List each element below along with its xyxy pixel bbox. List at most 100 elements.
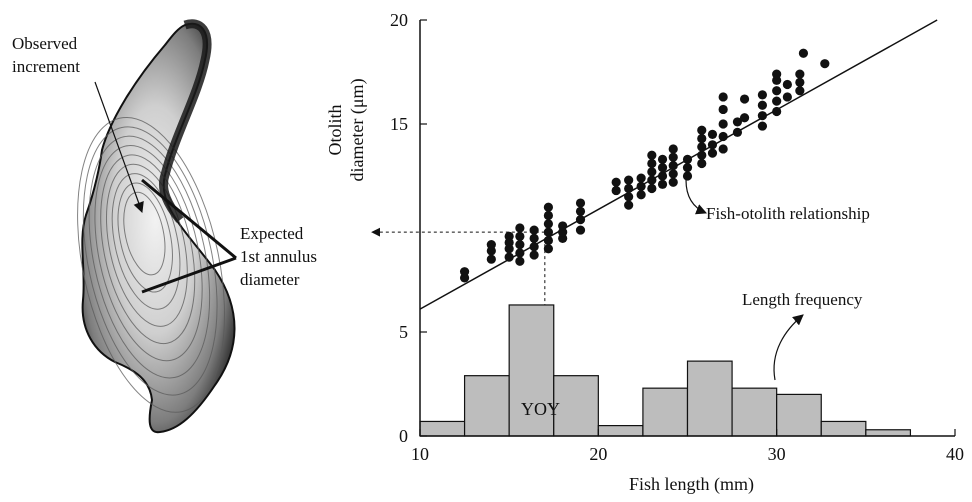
scatter-point xyxy=(657,163,668,173)
scatter-point xyxy=(647,167,657,177)
scatter-point xyxy=(798,48,809,58)
scatter-point xyxy=(647,183,657,194)
length-frequency-histogram xyxy=(419,304,912,437)
scatter-point xyxy=(772,106,782,117)
scatter-point xyxy=(718,104,728,115)
scatter-point xyxy=(772,86,782,96)
histogram-bar xyxy=(597,425,644,437)
scatter-point xyxy=(697,150,707,160)
fish-otolith-relationship-label: Fish-otolith relationship xyxy=(706,204,870,223)
scatter-point xyxy=(757,121,768,131)
regression-line-group xyxy=(419,19,938,310)
scatter-point xyxy=(682,163,693,173)
scatter-point xyxy=(668,177,678,187)
otolith-dark-edge xyxy=(159,19,212,223)
scatter-point xyxy=(529,233,539,243)
scatter-point xyxy=(636,181,646,191)
otolith-ring xyxy=(94,145,203,362)
expected-annulus-label-line1: Expected xyxy=(240,224,304,243)
scatter-point xyxy=(624,192,634,202)
expected-annulus-label-line3: diameter xyxy=(240,270,300,289)
scatter-point xyxy=(707,148,718,158)
scatter-point xyxy=(504,231,514,241)
x-tick-label: 20 xyxy=(589,444,607,464)
scatter-point xyxy=(515,248,525,258)
scatter-point xyxy=(757,111,768,121)
length-frequency-arrow xyxy=(773,314,804,381)
otolith-ring xyxy=(123,191,166,276)
scatter-point xyxy=(636,190,646,200)
scatter-point xyxy=(795,86,805,96)
histogram-bar xyxy=(865,429,912,437)
scatter-point xyxy=(515,231,525,241)
observed-increment-label-line2: increment xyxy=(12,57,80,76)
scatter-point xyxy=(529,225,539,235)
histogram-bar xyxy=(553,375,599,437)
scatter-point xyxy=(718,92,728,102)
scatter-point xyxy=(820,59,830,69)
scatter-point xyxy=(515,256,525,266)
scatter-point xyxy=(795,69,805,79)
annulus-pointer-upper xyxy=(141,178,237,260)
scatter-point xyxy=(529,242,539,252)
y-axis-label-line2: diameter (μm) xyxy=(347,78,368,181)
scatter-point xyxy=(543,244,554,254)
scatter-point xyxy=(707,129,718,139)
chart: 0 5 15 20 10 20 30 40 xyxy=(371,10,964,464)
scatter-point xyxy=(772,96,782,106)
scatter-point xyxy=(647,158,657,169)
scatter-point xyxy=(624,200,634,210)
scatter-point xyxy=(611,185,621,196)
scatter-point xyxy=(459,267,470,277)
observed-increment-arrow xyxy=(94,81,144,214)
histogram-bar xyxy=(642,387,689,437)
y-axis-label-line1: Otolith xyxy=(325,104,345,155)
axes: 0 5 15 20 10 20 30 40 xyxy=(390,10,964,464)
scatter-point xyxy=(575,198,586,208)
scatter-point xyxy=(757,100,768,110)
scatter-point xyxy=(611,177,621,187)
scatter-point xyxy=(543,219,554,229)
histogram-bar xyxy=(686,360,733,437)
scatter-point xyxy=(624,175,634,185)
scatter-point xyxy=(682,171,693,181)
scatter-point xyxy=(657,171,668,181)
scatter-point xyxy=(707,140,718,150)
scatter-point xyxy=(668,152,678,162)
x-tick-label: 30 xyxy=(768,444,786,464)
histogram-bar xyxy=(731,387,778,437)
regression-line xyxy=(419,19,938,310)
y-tick-label: 20 xyxy=(390,10,408,30)
otolith-ring xyxy=(88,135,211,379)
scatter-point xyxy=(782,92,792,102)
scatter-point xyxy=(504,252,514,262)
scatter-point xyxy=(697,125,707,135)
otolith-ring xyxy=(117,182,173,293)
histogram-bar xyxy=(508,304,555,437)
scatter-point xyxy=(697,142,707,152)
scatter-point xyxy=(647,175,657,185)
scatter-point xyxy=(575,215,586,225)
y-tick-label: 15 xyxy=(390,114,408,134)
otolith-image xyxy=(77,19,236,434)
scatter-point xyxy=(624,183,634,194)
fish-otolith-arrow xyxy=(685,179,707,215)
scatter-point xyxy=(682,154,693,164)
otolith-ring xyxy=(105,163,188,327)
x-tick-label: 40 xyxy=(946,444,964,464)
histogram-bar xyxy=(820,420,867,437)
scatter-point xyxy=(558,221,568,231)
scatter-point xyxy=(647,150,657,160)
scatter-point xyxy=(718,131,728,142)
scatter-point xyxy=(486,240,496,250)
expected-annulus-label-line2: 1st annulus xyxy=(240,247,317,266)
scatter-points xyxy=(459,48,830,283)
otolith-ring xyxy=(77,116,226,413)
scatter-point xyxy=(543,202,554,212)
scatter-point xyxy=(575,206,586,216)
scatter-point xyxy=(575,225,586,235)
histogram-bar xyxy=(463,375,510,437)
scatter-point xyxy=(636,173,646,183)
scatter-point xyxy=(668,169,678,179)
